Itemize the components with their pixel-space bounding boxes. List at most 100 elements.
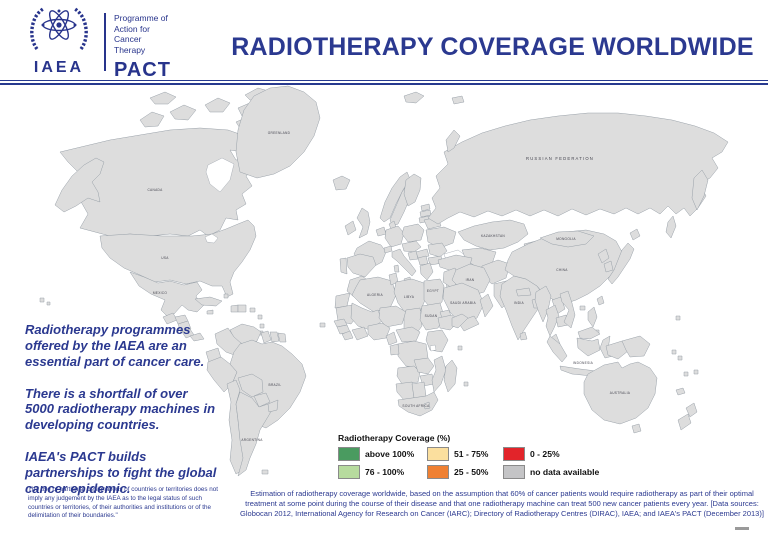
map-label-argentina: ARGENTINA (241, 438, 263, 442)
legend-item-51-75: 51 - 75% (427, 446, 503, 461)
country-greenland (235, 85, 321, 179)
country-iceland (332, 175, 351, 191)
country-romania (427, 242, 448, 258)
pact-line: Action for (114, 23, 150, 34)
country-canada-island (204, 97, 231, 113)
country-spain (346, 253, 377, 278)
iaea-atom-icon (30, 7, 88, 51)
intro-paragraph: Radiotherapy programmes offered by the I… (25, 322, 205, 369)
country-ivory-coast-ghana (351, 326, 369, 341)
country-solomon-islands (671, 349, 677, 355)
legend-label-25-50: 25 - 50% (454, 466, 489, 477)
map-label-south-africa: SOUTH AFRICA (402, 404, 430, 408)
country-mozambique (431, 355, 447, 393)
country-nicaragua (177, 320, 192, 333)
pact-line: Therapy (114, 44, 146, 55)
country-switzerland (383, 245, 393, 254)
great-lakes (204, 233, 219, 244)
country-north-korea (597, 248, 610, 264)
country-nepal (515, 287, 532, 297)
country-canada-island (149, 91, 177, 105)
country-niger (378, 305, 407, 328)
country-sardinia (393, 264, 400, 273)
pact-logo-block: Programme of Action for Cancer Therapy P… (114, 5, 171, 82)
country-benelux (375, 226, 387, 237)
legend-item-0-25: 0 - 25% (503, 446, 623, 461)
country-alaska (54, 157, 105, 213)
map-label-brazil: BRAZIL (269, 383, 282, 387)
source-caption: Estimation of radiotherapy coverage worl… (240, 489, 764, 519)
map-label-india: INDIA (514, 301, 525, 305)
country-seychelles (457, 345, 463, 351)
country-lesser-antilles (257, 314, 263, 320)
legend-item-above100: above 100% (338, 446, 427, 461)
country-hokkaido (629, 228, 641, 241)
country-panama (189, 332, 205, 342)
legend-swatch-nodata (503, 464, 525, 479)
country-yemen (457, 315, 480, 332)
country-argentina (235, 391, 273, 477)
country-paraguay (253, 392, 271, 408)
country-solomon-islands (677, 355, 683, 361)
country-zambia (413, 357, 435, 375)
country-botswana (411, 381, 427, 399)
country-hawaii (39, 297, 45, 303)
country-guyana (260, 330, 272, 344)
country-australia (583, 361, 658, 425)
country-mexico (129, 271, 205, 317)
legend-swatch-76-100 (338, 464, 360, 479)
country-somalia (451, 313, 469, 329)
country-svalbard (403, 91, 425, 104)
iaea-logo-block: IAEA (20, 5, 98, 77)
country-sakhalin (665, 215, 677, 239)
map-label-greenland: GREENLAND (268, 131, 291, 135)
country-marshall-islands (675, 315, 681, 321)
country-suriname (269, 331, 280, 343)
country-new-caledonia (675, 387, 686, 396)
country-sudan (419, 302, 445, 331)
intro-text-block: Radiotherapy programmes offered by the I… (25, 322, 217, 513)
country-portugal (339, 257, 348, 275)
country-nigeria (367, 322, 391, 341)
country-uk (356, 207, 371, 239)
country-vietnam (559, 290, 576, 329)
legend-title: Radiotherapy Coverage (%) (338, 433, 451, 443)
legend-swatch-0-25 (503, 446, 525, 461)
country-hawaii (46, 301, 51, 306)
country-taiwan (596, 295, 605, 306)
legend-items: above 100% 51 - 75% 0 - 25% 76 - 100% 25 - 5… (338, 446, 623, 479)
country-ireland (344, 220, 357, 236)
country-finland (403, 173, 422, 207)
country-south-africa (397, 391, 439, 417)
legend-label-above100: above 100% (365, 448, 415, 459)
legend-label-76-100: 76 - 100% (365, 466, 405, 477)
designation-disclaimer: The use of particular designations of co… (28, 486, 219, 520)
country-fiji (693, 369, 699, 375)
country-mauritius (463, 381, 469, 387)
country-canada-island (169, 104, 197, 121)
map-label-kazakhstan: KAZAKHSTAN (481, 234, 505, 238)
country-mongolia (539, 230, 595, 248)
country-russia (427, 112, 729, 225)
logo-divider (104, 13, 106, 71)
map-label-sudan: SUDAN (425, 314, 438, 318)
legend-label-0-25: 0 - 25% (530, 448, 560, 459)
country-franz-josef (451, 95, 465, 105)
country-egypt (423, 278, 445, 311)
map-label-australia: AUSTRALIA (610, 391, 631, 395)
country-italy (391, 248, 417, 277)
country-poland (401, 223, 425, 243)
legend-item-76-100: 76 - 100% (338, 464, 427, 479)
country-indonesia-kalimantan (576, 337, 601, 357)
pact-line: Programme of (114, 13, 168, 23)
intro-paragraph: IAEA's PACT builds partnerships to fight… (25, 449, 217, 496)
intro-paragraph: There is a shortfall of over 5000 radiot… (25, 385, 216, 433)
map-label-egypt: EGYPT (427, 289, 439, 293)
map-label-mexico: MEXICO (153, 291, 168, 295)
country-namibia (395, 381, 415, 401)
country-novaya-zemlya (445, 129, 461, 153)
lake-victoria (429, 344, 437, 352)
country-lesotho (423, 401, 431, 410)
country-lesser-antilles (259, 323, 265, 329)
